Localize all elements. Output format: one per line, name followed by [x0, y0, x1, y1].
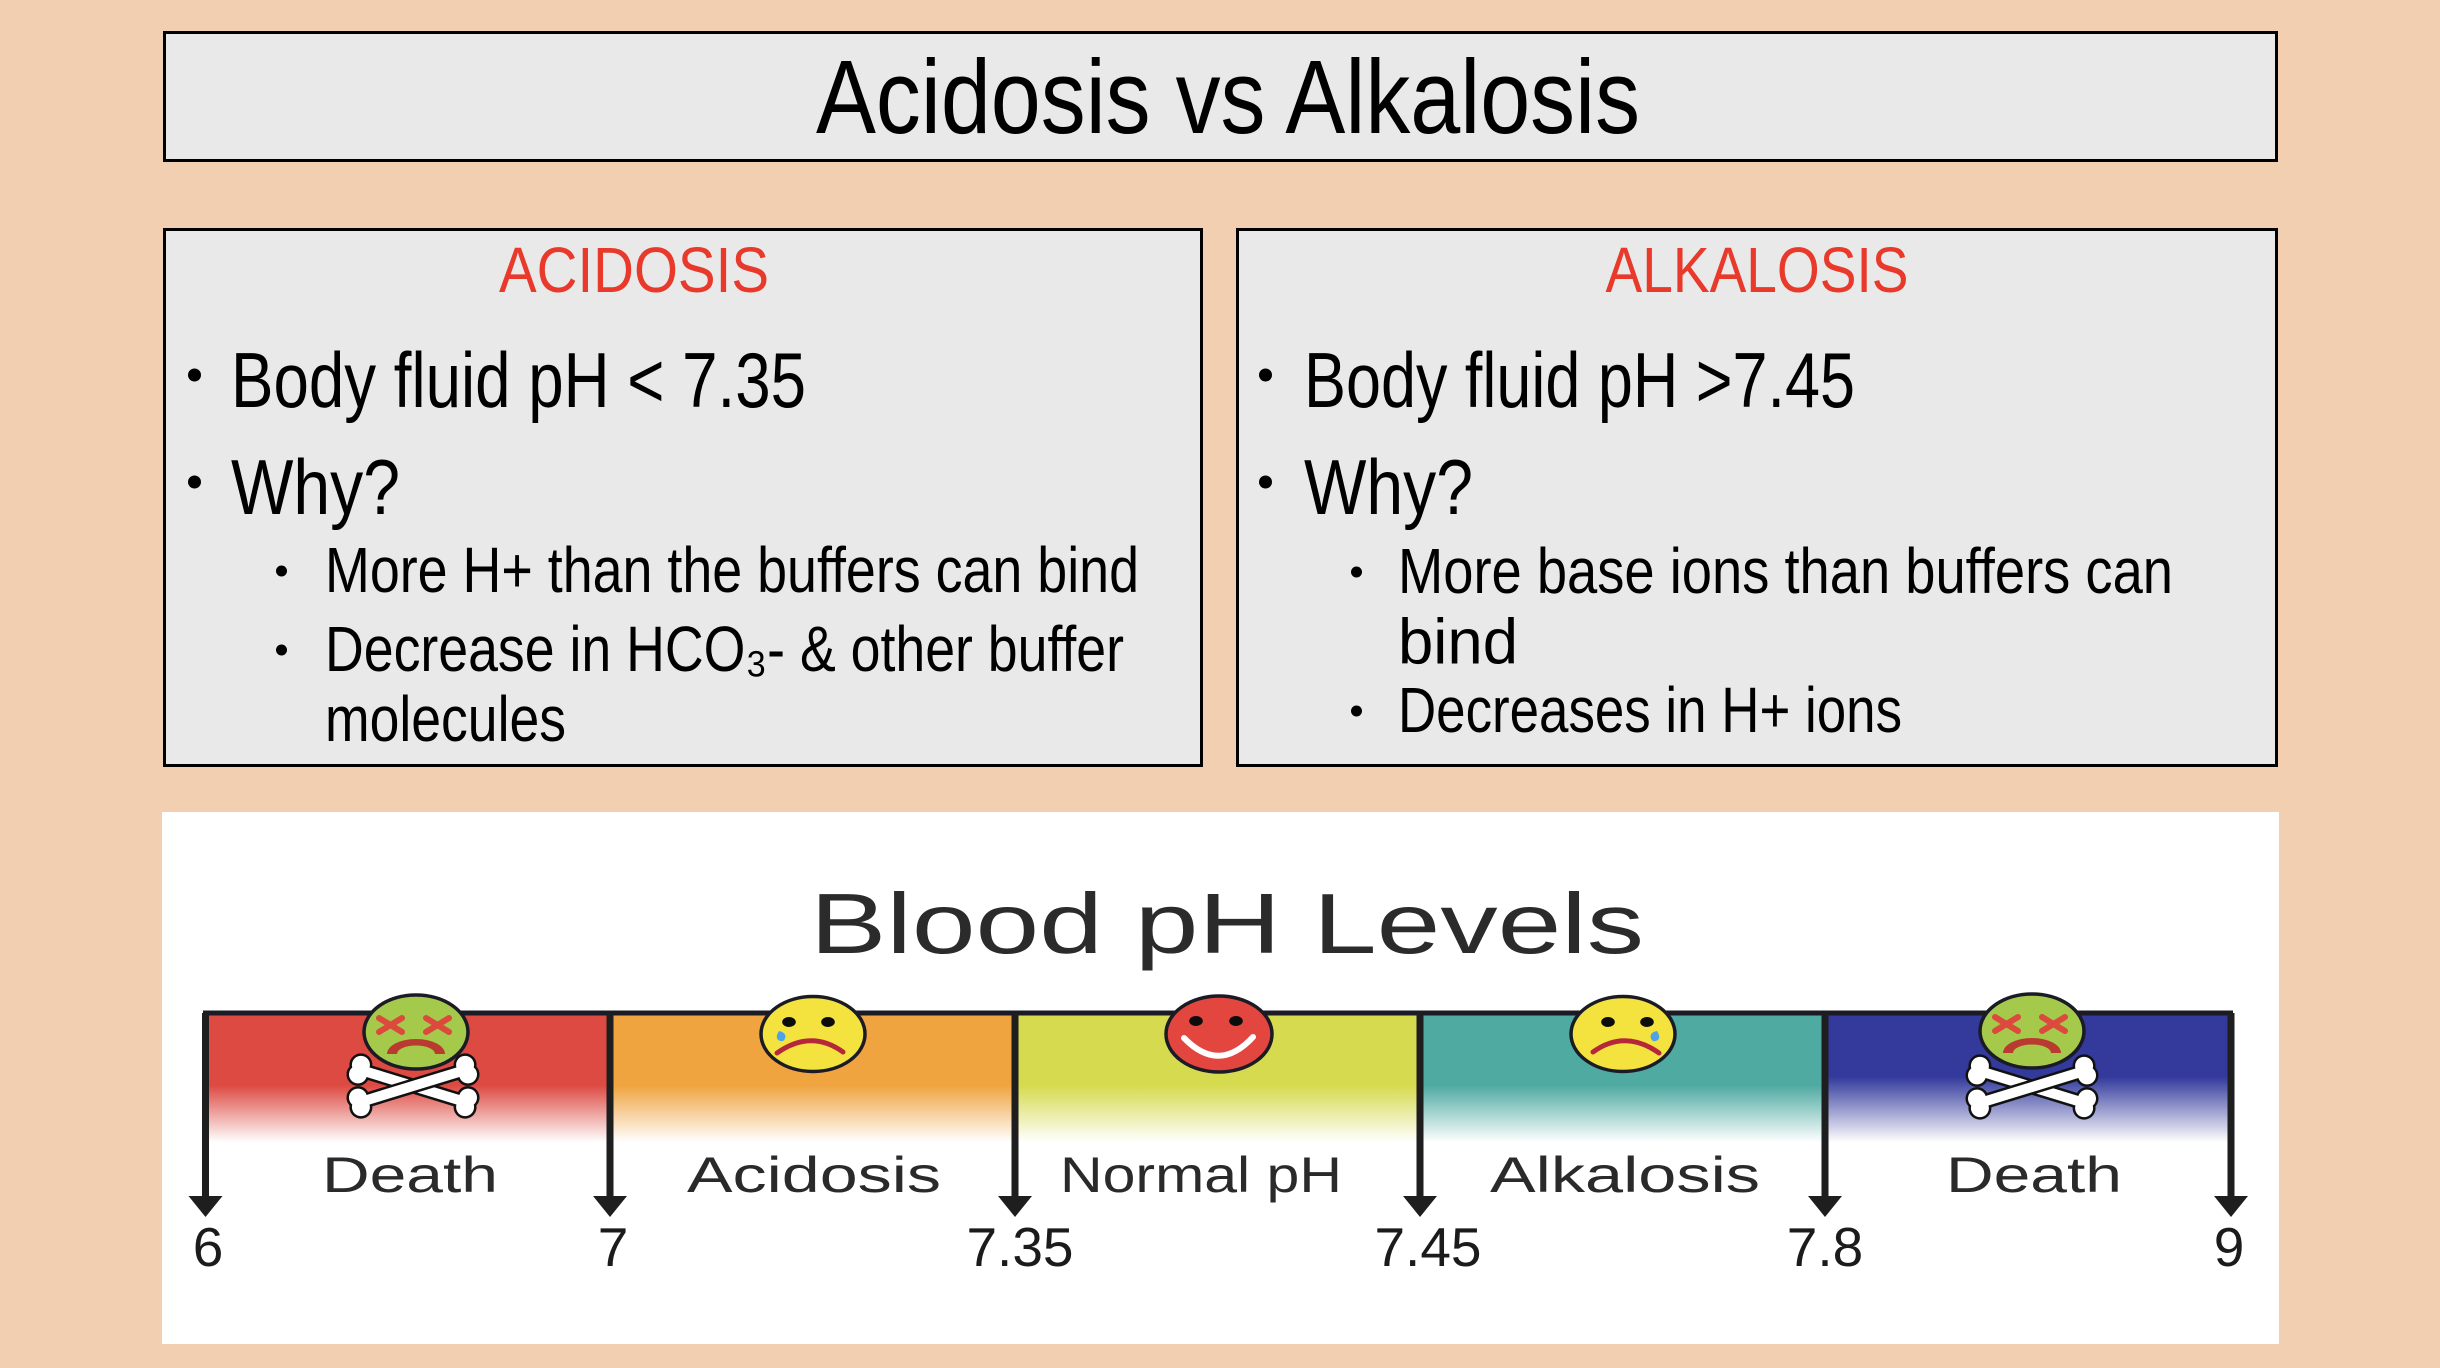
svg-text:Acidosis vs Alkalosis: Acidosis vs Alkalosis	[816, 39, 1640, 156]
svg-text:Blood pH Levels: Blood pH Levels	[810, 877, 1644, 972]
svg-text:More H+ than the buffers can b: More H+ than the buffers can bind	[325, 534, 1139, 606]
svg-text:6: 6	[193, 1216, 224, 1278]
svg-text:7.45: 7.45	[1374, 1216, 1481, 1278]
svg-text:Death: Death	[322, 1147, 498, 1203]
svg-text:Decrease in HCO₃- & other buff: Decrease in HCO₃- & other buffer	[325, 613, 1124, 685]
svg-text:molecules: molecules	[325, 683, 566, 755]
svg-text:Acidosis: Acidosis	[687, 1147, 941, 1203]
svg-text:7: 7	[598, 1216, 629, 1278]
svg-text:Decreases in H+ ions: Decreases in H+ ions	[1398, 674, 1902, 746]
svg-text:bind: bind	[1398, 606, 1518, 678]
svg-text:Body fluid pH >7.45: Body fluid pH >7.45	[1304, 336, 1855, 424]
svg-text:More base ions than buffers ca: More base ions than buffers can	[1398, 535, 2173, 607]
svg-text:Body fluid pH < 7.35: Body fluid pH < 7.35	[231, 336, 806, 424]
svg-text:Normal pH: Normal pH	[1060, 1147, 1342, 1203]
svg-text:Alkalosis: Alkalosis	[1490, 1147, 1760, 1203]
svg-text:7.8: 7.8	[1787, 1216, 1863, 1278]
svg-text:9: 9	[2214, 1216, 2245, 1278]
svg-text:Why?: Why?	[231, 443, 400, 531]
svg-text:Death: Death	[1946, 1147, 2122, 1203]
svg-text:ACIDOSIS: ACIDOSIS	[499, 234, 769, 306]
svg-text:Why?: Why?	[1304, 443, 1473, 531]
svg-text:ALKALOSIS: ALKALOSIS	[1606, 234, 1909, 306]
svg-text:7.35: 7.35	[966, 1216, 1073, 1278]
